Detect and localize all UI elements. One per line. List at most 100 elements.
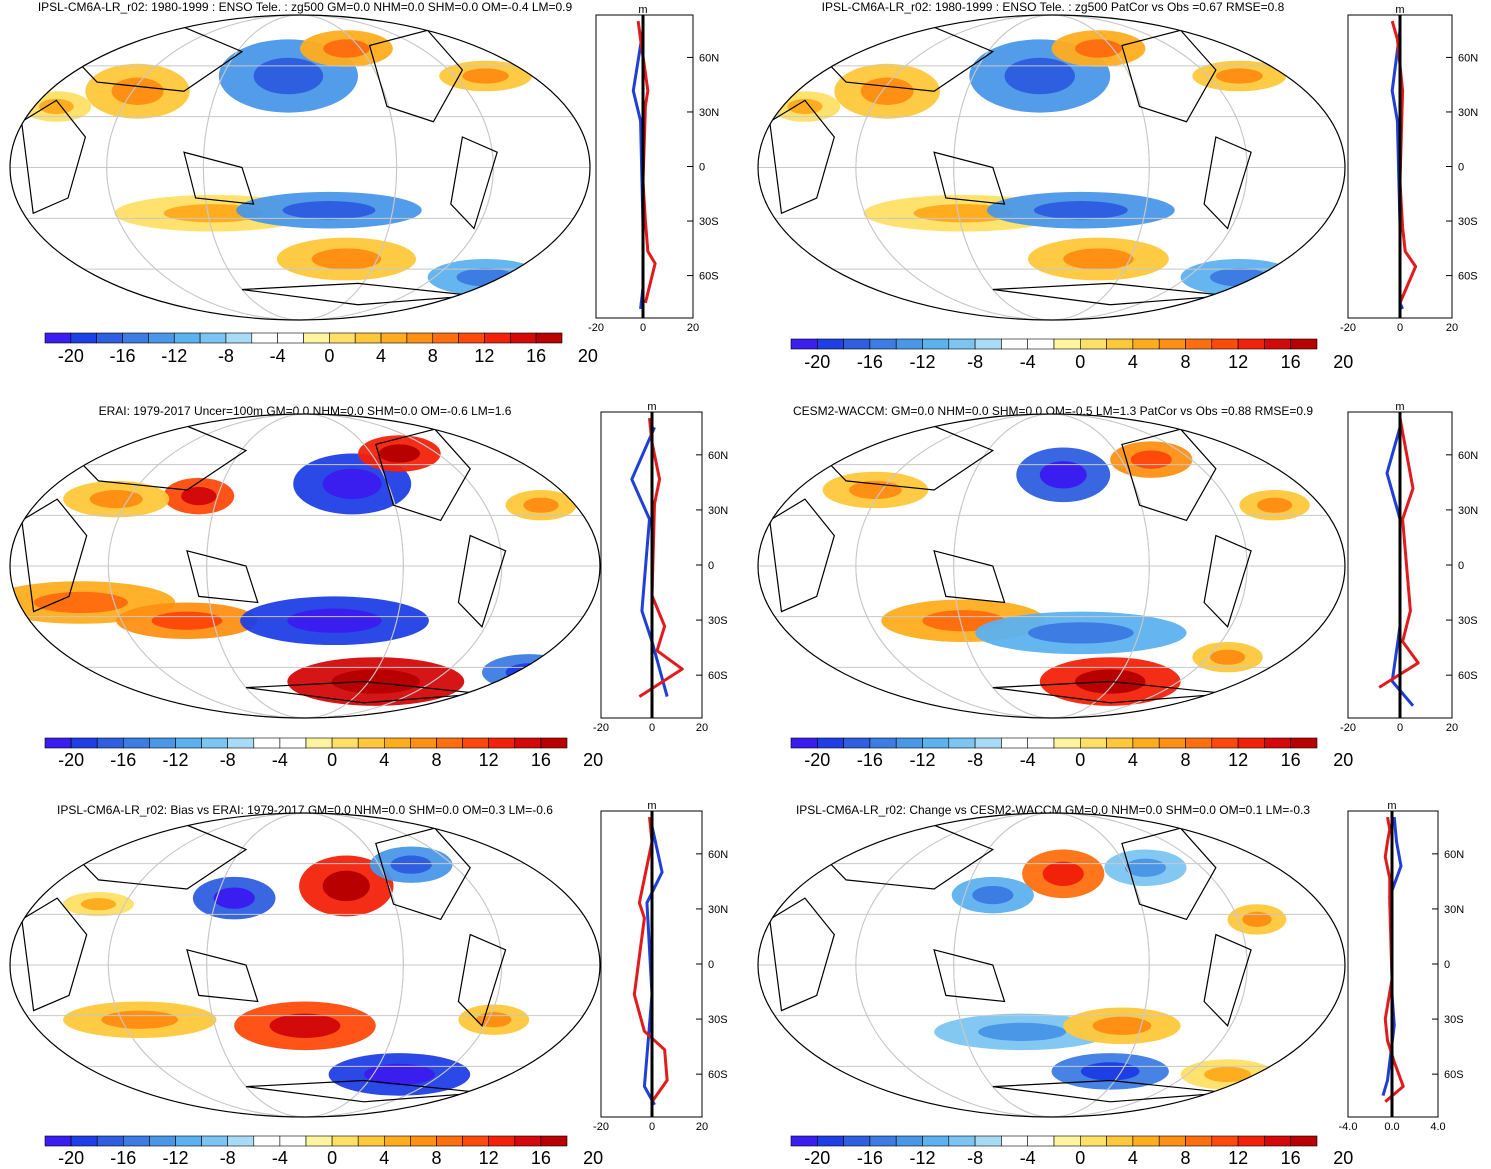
profile-ytick-label: 60S (1444, 1069, 1464, 1081)
colorbar-swatch (974, 737, 1002, 749)
profile-xtick-label: 0 (649, 1121, 655, 1133)
colorbar-swatch (331, 737, 359, 749)
anomaly-core (1242, 911, 1272, 928)
map-field (758, 813, 1345, 1117)
profile-ytick-label: 0 (708, 959, 714, 971)
longitude-gridline (202, 15, 398, 320)
colorbar-swatch (1106, 737, 1134, 749)
colorbar-swatch (329, 332, 356, 344)
colorbar-tick-label: -12 (162, 1148, 188, 1168)
anomaly-core (787, 98, 823, 115)
colorbar-swatch (816, 737, 844, 749)
colorbar-swatch (1290, 1135, 1318, 1147)
zonal-profile: m 60N 30N 0 30S 60S -20 0 20 (1340, 4, 1478, 334)
colorbar-swatch (816, 338, 844, 350)
map-border (757, 812, 1346, 1118)
colorbar-swatch (1158, 338, 1186, 350)
colorbar-swatch (1001, 737, 1029, 749)
map-field (758, 414, 1345, 718)
colorbar-tick-label: 4 (1128, 352, 1138, 372)
panel-title: ERAI: 1979-2017 Uncer=100m GM=0.0 NHM=0.… (99, 404, 512, 418)
colorbar-swatch (253, 1135, 281, 1147)
colorbar-tick-label: -20 (804, 750, 830, 770)
profile-ytick-label: 30N (699, 107, 719, 119)
colorbar-swatch (895, 338, 923, 350)
profile-ytick-label: 60N (708, 849, 728, 861)
map-border (9, 413, 601, 719)
anomaly-core (80, 898, 117, 911)
colorbar-tick-label: -20 (58, 750, 84, 770)
profile-ytick-label: 30S (1458, 615, 1478, 627)
profile-unit: m (1395, 401, 1404, 413)
panel-6: IPSL-CM6A-LR_r02: Change vs CESM2-WACCM … (757, 800, 1464, 1168)
colorbar-swatch (253, 737, 281, 749)
anomaly-core (111, 77, 164, 105)
anomaly-core (1074, 39, 1122, 58)
anomaly-core (1209, 649, 1246, 665)
panel-title: IPSL-CM6A-LR_r02: 1980-1999 : ENSO Tele.… (822, 0, 1285, 14)
anomaly-core (860, 77, 914, 105)
profile-unit: m (1395, 4, 1404, 16)
colorbar-tick-label: -8 (220, 750, 236, 770)
anomaly-core (253, 57, 324, 95)
colorbar-swatch (44, 1135, 72, 1147)
colorbar-tick-label: -16 (857, 352, 883, 372)
colorbar-tick-label: -16 (857, 1148, 883, 1168)
longitude-gridline (953, 813, 1150, 1117)
colorbar-swatch (303, 332, 330, 344)
profile-xtick-label: 0 (1397, 322, 1403, 334)
colorbar-swatch (305, 737, 333, 749)
colorbar-swatch (1290, 338, 1318, 350)
anomaly-core (282, 201, 376, 220)
colorbar-swatch (1027, 737, 1055, 749)
colorbar-swatch (895, 1135, 923, 1147)
anomaly-core (311, 248, 382, 270)
anomaly-core (89, 490, 143, 509)
colorbar-tick-label: 20 (583, 750, 603, 770)
colorbar-swatch (279, 737, 307, 749)
colorbar: -20 -16 -12 -8 -4 0 4 8 12 16 20 (790, 737, 1353, 770)
panel-2: IPSL-CM6A-LR_r02: 1980-1999 : ENSO Tele.… (757, 0, 1478, 372)
colorbar-swatch (869, 737, 897, 749)
map-border (9, 812, 601, 1118)
anomaly-core (322, 870, 370, 902)
map-field (10, 15, 590, 320)
colorbar-tick-label: 0 (1075, 1148, 1085, 1168)
colorbar-swatch (922, 1135, 950, 1147)
colorbar-tick-label: -12 (909, 750, 935, 770)
colorbar: -20 -16 -12 -8 -4 0 4 8 12 16 20 (44, 1135, 603, 1168)
colorbar-swatch (1264, 737, 1292, 749)
panel-title: IPSL-CM6A-LR_r02: 1980-1999 : ENSO Tele.… (38, 0, 573, 14)
colorbar-swatch (540, 737, 568, 749)
colorbar-tick-label: -12 (909, 1148, 935, 1168)
profile-ytick-label: 30N (1458, 107, 1478, 119)
zonal-profile: m 60N 30N 0 30S 60S -20 0 20 (1340, 401, 1478, 734)
colorbar-swatch (974, 338, 1002, 350)
colorbar-swatch (790, 737, 818, 749)
anomaly-core (364, 1063, 435, 1086)
colorbar-tick-label: 12 (479, 1148, 499, 1168)
colorbar-swatch (1080, 1135, 1107, 1147)
colorbar-swatch (122, 332, 149, 344)
profile-xtick-label: 0.0 (1384, 1121, 1399, 1133)
colorbar-swatch (175, 737, 202, 749)
colorbar-swatch (484, 332, 511, 344)
colorbar-swatch (354, 332, 382, 344)
colorbar-swatch (1264, 338, 1292, 350)
profile-xtick-label: 0 (1397, 722, 1403, 734)
colorbar-swatch (225, 332, 253, 344)
colorbar-swatch (1290, 737, 1318, 749)
colorbar-swatch (227, 737, 255, 749)
colorbar-swatch (462, 737, 490, 749)
anomaly-core (151, 611, 223, 630)
profile-ytick-label: 60S (1458, 271, 1478, 283)
anomaly-core (1004, 57, 1075, 95)
profile-ytick-label: 0 (1458, 560, 1464, 572)
profile-xtick-label: -20 (1340, 722, 1356, 734)
colorbar-swatch (1080, 338, 1107, 350)
colorbar-swatch (380, 332, 408, 344)
colorbar-tick-label: 4 (379, 750, 389, 770)
colorbar-tick-label: -16 (110, 750, 136, 770)
colorbar-tick-label: 8 (1180, 750, 1190, 770)
anomaly-core (390, 855, 432, 874)
